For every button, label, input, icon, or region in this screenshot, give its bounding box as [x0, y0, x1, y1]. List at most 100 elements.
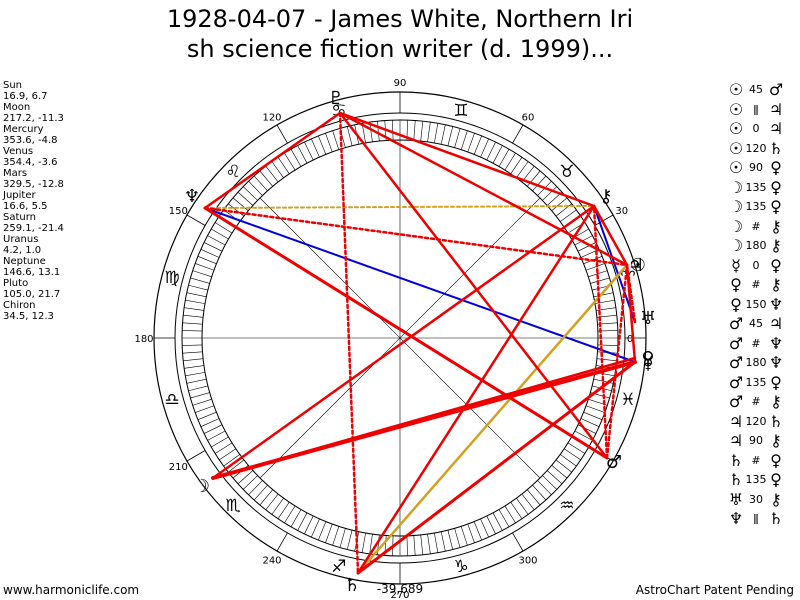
planet-name-chiron: Chiron: [3, 300, 36, 311]
planet-position-list: Sun 16.9, 6.7 Moon 217.2, -11.3 Mercury …: [3, 80, 64, 322]
aspect-planet-1: ☉: [728, 119, 744, 139]
degree-tick: [532, 175, 547, 192]
degree-tick: [413, 535, 416, 556]
aspect-planet-2: ⚷: [770, 275, 782, 295]
aspect-type: #: [751, 336, 761, 350]
aspect-planet-1: ☿: [731, 255, 741, 275]
aspect-type: #: [751, 453, 761, 467]
aspect-planet-2: ♀: [770, 372, 782, 392]
aspect-planet-1: ☽: [728, 236, 744, 256]
aspect-planet-1: ♃: [728, 431, 744, 451]
aspect-line: [338, 111, 360, 575]
degree-tick: [203, 424, 223, 434]
degree-tick: [277, 157, 290, 175]
aspect-line: [203, 111, 342, 210]
degree-tick: [219, 448, 237, 461]
aspect-planet-2: ♀: [770, 255, 782, 275]
degree-tick: [184, 365, 204, 369]
sign-divider: [594, 214, 614, 226]
degree-tick: [237, 191, 254, 206]
degree-tick: [332, 130, 340, 150]
aspect-row: ☉ ǁ ♃: [727, 100, 785, 120]
aspect-planet-1: ☉: [728, 138, 744, 158]
aspect-line: [592, 204, 629, 267]
degree-tick: [297, 512, 308, 531]
degree-label: 300: [518, 556, 537, 567]
degree-tick: [203, 242, 223, 252]
degree-tick: [311, 138, 320, 158]
aspect-row: ☿ 0 ♀: [727, 256, 785, 276]
degree-tick: [427, 534, 431, 554]
aspect-line: [338, 111, 629, 267]
degree-tick: [304, 515, 314, 535]
degree-tick: [186, 292, 207, 298]
degree-tick: [574, 235, 593, 246]
degree-tick: [259, 170, 273, 187]
zodiac-sign-glyph: ♒: [559, 496, 574, 516]
planet-glyph-neptune: ♆: [184, 186, 200, 207]
aspect-type: 120: [745, 141, 767, 155]
aspect-planet-2: ⚷: [770, 431, 782, 451]
aspect-row: ♄ 135 ♀: [727, 470, 785, 490]
degree-tick: [447, 126, 454, 146]
degree-label: 180: [134, 334, 153, 345]
degree-tick: [542, 186, 558, 201]
aspect-row: ♀ 150 ♆: [727, 295, 785, 315]
aspect-row: ♂ 180 ♆: [727, 353, 785, 373]
wheel-sign-glyphs: ♈♉♊♋♌♍♎♏♐♑♒♓: [164, 101, 635, 577]
footer-website: www.harmoniclife.com: [3, 583, 140, 597]
aspect-type: 135: [745, 200, 767, 214]
aspect-line: [211, 204, 596, 480]
aspect-type: 120: [745, 414, 767, 428]
aspect-type: ǁ: [753, 102, 759, 116]
wheel-degree-labels: 0 30 60 90 120 150 180 210 240 270 300: [134, 78, 633, 600]
degree-tick: [498, 149, 510, 167]
aspect-planet-1: ♃: [728, 411, 744, 431]
degree-tick: [290, 149, 302, 167]
degree-tick: [434, 532, 439, 553]
degree-tick: [585, 263, 605, 271]
aspect-row: ☽ 180 ⚷: [727, 236, 785, 256]
degree-tick: [420, 121, 424, 142]
aspect-planet-1: ♄: [728, 470, 744, 490]
planet-glyph-sun: ☉: [630, 255, 646, 276]
planet-name-neptune: Neptune: [3, 256, 46, 267]
aspect-planet-1: ♂: [728, 392, 744, 412]
aspect-row: ☽ 135 ♀: [727, 197, 785, 217]
aspect-row: ♂ # ♆: [727, 334, 785, 354]
degree-tick: [510, 157, 523, 175]
degree-tick: [563, 448, 581, 461]
degree-tick: [504, 505, 516, 524]
degree-tick: [460, 130, 468, 150]
degree-tick: [574, 430, 593, 441]
degree-tick: [232, 197, 249, 211]
planet-pos-mercury: 353.6, -4.8: [3, 135, 58, 146]
degree-tick: [467, 133, 475, 153]
degree-tick: [207, 430, 226, 441]
aspect-planet-2: ♃: [768, 119, 784, 139]
degree-tick: [346, 126, 353, 146]
degree-tick: [325, 133, 333, 153]
aspect-type: 90: [749, 434, 763, 448]
planet-pos-jupiter: 16.6, 5.5: [3, 201, 48, 212]
aspect-type: 30: [749, 492, 763, 506]
aspect-planet-1: ♀: [730, 294, 742, 314]
sign-divider: [186, 450, 206, 462]
planet-glyph-chiron: ⚷: [599, 186, 612, 207]
degree-tick: [197, 411, 217, 420]
aspect-line: [204, 207, 636, 363]
degree-tick: [325, 523, 333, 543]
aspect-line: [356, 360, 637, 575]
degree-tick: [454, 128, 461, 148]
degree-tick: [560, 209, 577, 222]
aspect-planet-2: ♃: [768, 99, 784, 119]
zodiac-sign-glyph: ♎: [164, 390, 179, 410]
aspect-row: ♃ 120 ♄: [727, 412, 785, 432]
degree-tick: [200, 249, 220, 258]
degree-tick: [492, 145, 503, 164]
degree-tick: [186, 378, 207, 384]
sign-divider: [276, 124, 288, 144]
degree-tick: [200, 418, 220, 427]
aspect-line: [211, 356, 637, 480]
